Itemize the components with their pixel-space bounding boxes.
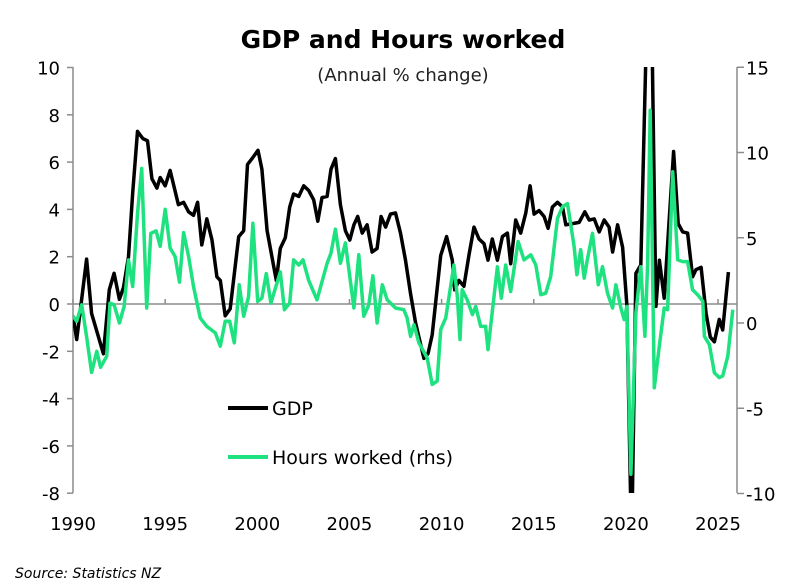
left-tick-label: 10 [37, 59, 60, 80]
gdp-line [73, 67, 731, 493]
right-tick-label: 10 [746, 144, 769, 165]
right-tick-label: 15 [746, 58, 769, 79]
hours-worked-line [73, 108, 735, 476]
right-tick-label: 5 [746, 229, 757, 250]
left-tick-label: -6 [42, 437, 60, 458]
x-tick-label: 2010 [419, 514, 465, 535]
left-tick-label: -4 [42, 390, 60, 411]
x-tick-label: 2000 [234, 514, 280, 535]
left-tick-label: 4 [49, 200, 60, 221]
source-note: Source: Statistics NZ [15, 566, 161, 582]
x-tick-label: 2025 [695, 514, 741, 535]
legend-label-hours: Hours worked (rhs) [272, 447, 453, 469]
left-tick-label: 0 [49, 295, 60, 316]
legend-label-gdp: GDP [272, 398, 313, 420]
x-tick-label: 2015 [511, 514, 557, 535]
right-tick-label: -10 [746, 485, 775, 506]
series-lines [73, 67, 735, 493]
legend: GDP Hours worked (rhs) [228, 398, 453, 469]
left-tick-label: 8 [49, 106, 60, 127]
left-tick-label: -8 [42, 484, 60, 505]
axes: 10 8 6 4 2 0 -2 -4 -6 -8 15 10 5 0 -5 -10 1990 1995 2000 20… [37, 58, 775, 535]
left-tick-label: 6 [49, 153, 60, 174]
x-tick-label: 2020 [603, 514, 649, 535]
right-tick-label: -5 [746, 399, 764, 420]
x-tick-label: 1995 [142, 514, 188, 535]
right-tick-label: 0 [746, 314, 757, 335]
left-tick-label: -2 [42, 342, 60, 363]
left-tick-label: 2 [49, 248, 60, 269]
chart-title: GDP and Hours worked [241, 25, 566, 54]
chart-subtitle: (Annual % change) [317, 65, 488, 86]
x-tick-label: 2005 [327, 514, 373, 535]
x-tick-label: 1990 [50, 514, 96, 535]
